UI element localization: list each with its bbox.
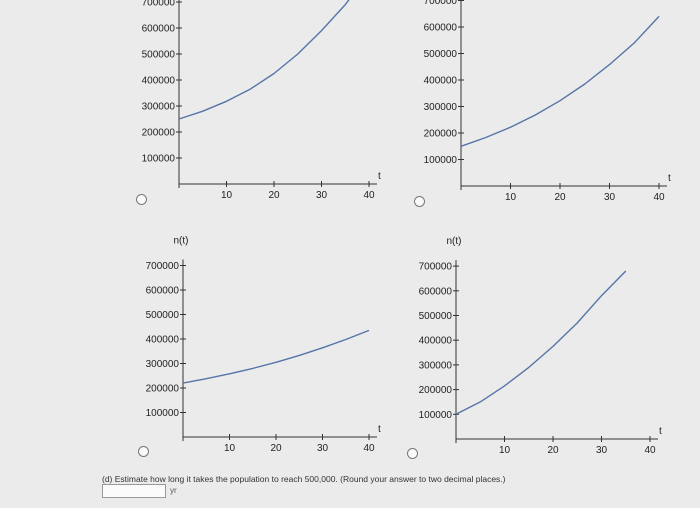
y-tick-label: 500000	[146, 310, 180, 321]
y-tick-label: 400000	[419, 336, 453, 347]
y-tick-label: 700000	[419, 262, 453, 273]
y-tick-label: 400000	[142, 76, 176, 87]
y-tick-label: 200000	[419, 385, 453, 396]
population-curve	[455, 270, 627, 415]
y-tick-label: 700000	[142, 0, 176, 9]
y-tick-label: 200000	[142, 128, 176, 139]
y-tick-label: 600000	[146, 286, 180, 297]
y-tick-label: 100000	[146, 408, 180, 419]
y-tick-label: 200000	[424, 129, 458, 140]
x-tick-label: 40	[644, 445, 656, 456]
y-tick-label: 700000	[424, 0, 458, 7]
x-tick-label: 30	[596, 445, 608, 456]
population-curve	[178, 0, 350, 120]
answer-unit: yr	[170, 486, 177, 495]
y-tick-label: 400000	[424, 76, 458, 87]
y-axis-title: n(t)	[447, 236, 462, 247]
chart-bottom-left: 700000 600000 500000 400000 300000 200000 1000…	[146, 236, 381, 455]
x-tick-label: 30	[604, 192, 616, 203]
y-tick-label: 500000	[424, 49, 458, 60]
graph-top-left: 700000 600000 500000 400000 300000 200000 1000…	[135, 0, 385, 201]
question-text: (d) Estimate how long it takes the popul…	[102, 474, 506, 484]
option-radio-top-left[interactable]	[136, 194, 147, 205]
x-tick-label: 10	[221, 190, 233, 201]
x-axis-title: t	[668, 173, 671, 184]
y-tick-label: 100000	[419, 410, 453, 421]
y-tick-label: 500000	[142, 50, 176, 61]
x-tick-label: 10	[505, 192, 517, 203]
chart-top-right: 700000 600000 500000 400000 300000 200000 1000…	[424, 0, 671, 203]
y-axis-title: n(t)	[174, 236, 189, 247]
x-axis-title: t	[378, 171, 381, 182]
chart-top-left: 700000 600000 500000 400000 300000 200000 1000…	[142, 0, 381, 201]
x-tick-label: 30	[316, 190, 328, 201]
x-axis-title: t	[659, 426, 662, 437]
option-radio-bottom-right[interactable]	[407, 448, 418, 459]
y-tick-label: 300000	[419, 360, 453, 371]
x-tick-label: 20	[547, 445, 559, 456]
x-tick-label: 20	[554, 192, 566, 203]
graph-top-right: 700000 600000 500000 400000 300000 200000 1000…	[415, 0, 690, 203]
population-curve	[182, 329, 370, 384]
y-tick-label: 100000	[142, 154, 176, 165]
y-tick-label: 300000	[142, 102, 176, 113]
x-tick-label: 40	[363, 443, 375, 454]
y-tick-label: 400000	[146, 335, 180, 346]
y-tick-label: 300000	[146, 359, 180, 370]
y-tick-label: 600000	[142, 24, 176, 35]
x-tick-label: 20	[270, 443, 282, 454]
x-axis-title: t	[378, 424, 381, 435]
x-tick-label: 30	[317, 443, 329, 454]
x-tick-label: 40	[653, 192, 665, 203]
y-tick-label: 200000	[146, 384, 180, 395]
y-tick-label: 500000	[419, 311, 453, 322]
x-tick-label: 10	[499, 445, 511, 456]
graph-bottom-left: 700000 600000 500000 400000 300000 200000 1000…	[135, 232, 385, 455]
y-tick-label: 100000	[424, 155, 458, 166]
y-tick-label: 300000	[424, 102, 458, 113]
chart-bottom-right: 700000 600000 500000 400000 300000 200000 1000…	[419, 236, 662, 456]
x-tick-label: 40	[363, 190, 375, 201]
answer-input[interactable]	[102, 484, 166, 498]
x-tick-label: 10	[224, 443, 236, 454]
y-tick-label: 600000	[424, 23, 458, 34]
option-radio-top-right[interactable]	[414, 196, 425, 207]
option-radio-bottom-left[interactable]	[138, 446, 149, 457]
y-tick-label: 700000	[146, 261, 180, 272]
x-tick-label: 20	[268, 190, 280, 201]
population-curve	[460, 15, 660, 147]
graph-bottom-right: 700000 600000 500000 400000 300000 200000 1000…	[410, 234, 685, 456]
y-tick-label: 600000	[419, 286, 453, 297]
